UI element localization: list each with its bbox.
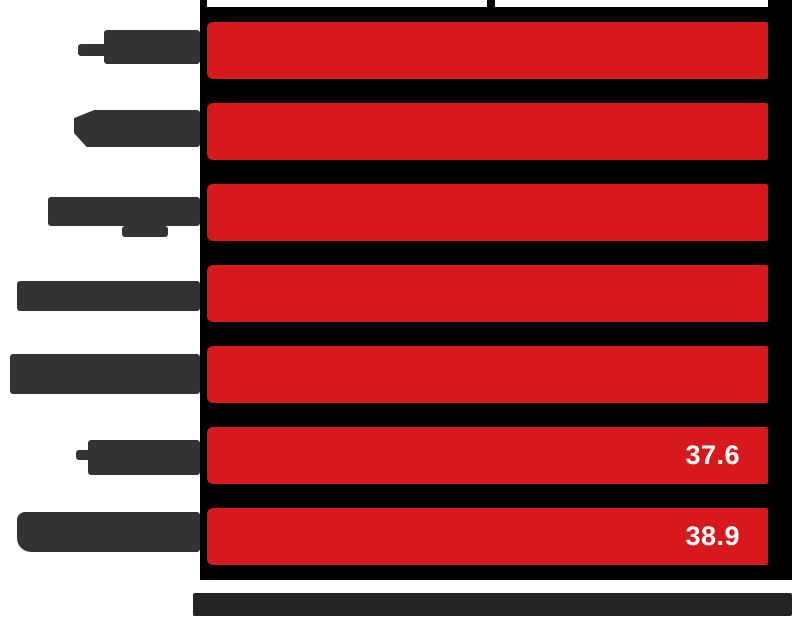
bar-value-label: 38.9 <box>685 521 740 551</box>
bar[interactable] <box>207 103 768 160</box>
category-label-redacted-fragment <box>122 226 168 237</box>
bar-value-label: 37.6 <box>685 440 740 470</box>
category-label-redacted <box>88 440 200 475</box>
axis-caption-redacted <box>193 593 792 616</box>
bar[interactable]: 37.6 <box>207 427 768 484</box>
category-label-redacted-fragment <box>78 44 108 56</box>
category-label-redacted-fragment <box>76 450 92 460</box>
bar[interactable] <box>207 22 768 79</box>
category-label-redacted <box>10 354 200 394</box>
category-label-redacted <box>48 197 200 226</box>
bar[interactable] <box>207 184 768 241</box>
right-edge-redaction-column <box>768 0 792 580</box>
category-label-redacted <box>104 30 200 64</box>
category-label-redacted <box>17 512 200 552</box>
bar[interactable] <box>207 346 768 403</box>
y-axis-line <box>200 0 207 580</box>
category-label-redacted <box>17 281 200 311</box>
bar[interactable] <box>207 265 768 322</box>
category-label-redacted <box>74 110 200 147</box>
bar[interactable]: 38.9 <box>207 508 768 565</box>
